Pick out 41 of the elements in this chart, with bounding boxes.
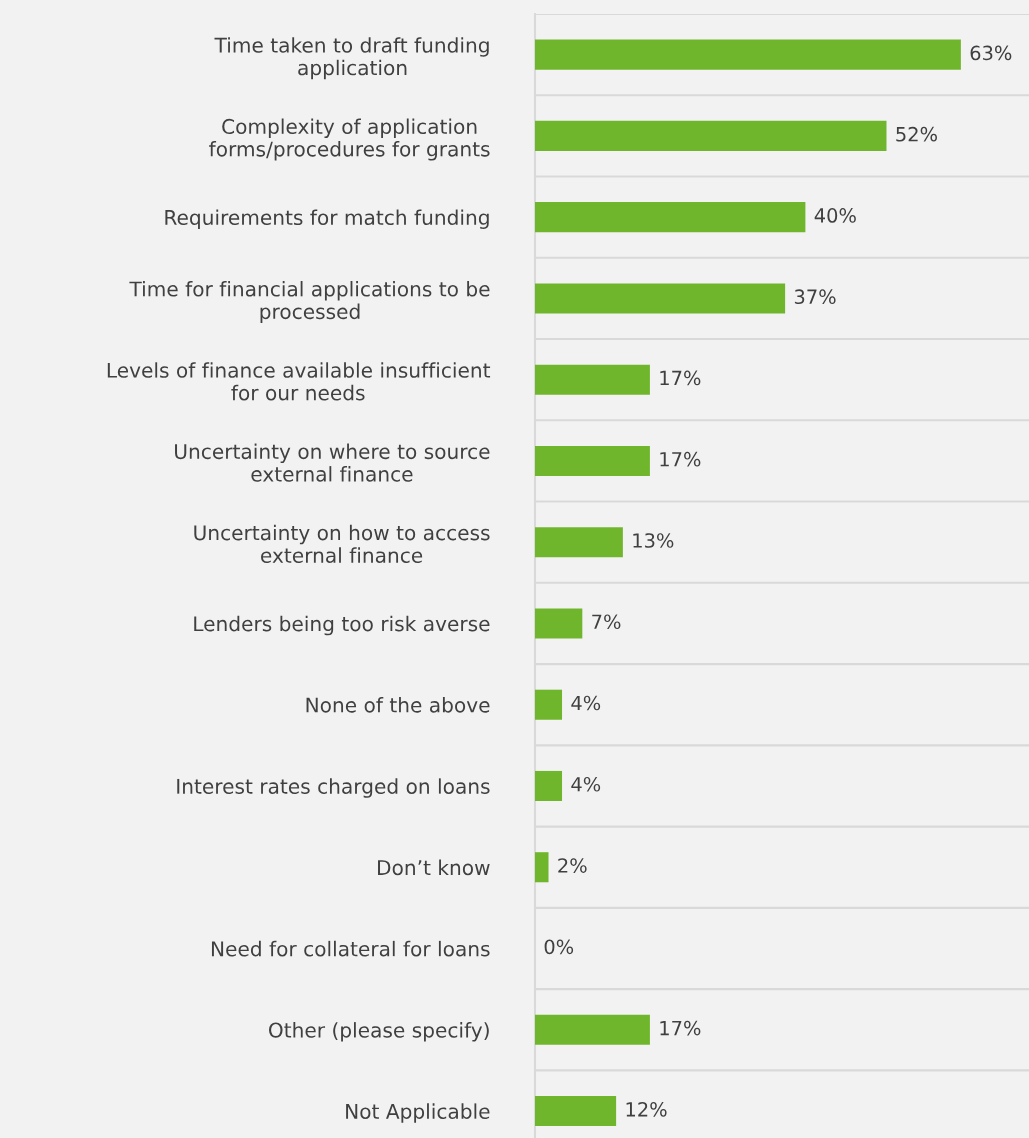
data-label: 7% <box>592 614 621 630</box>
y-tick-label: Complexity of application forms/procedures for grants <box>209 118 490 161</box>
bar <box>535 1014 650 1045</box>
bar <box>535 364 650 395</box>
y-tick-label: Don’t know <box>378 859 490 876</box>
y-tick-label: Requirements for match funding <box>165 209 489 229</box>
bar <box>535 39 961 70</box>
y-tick-label: Interest rates charged on loans <box>177 778 490 798</box>
bar <box>535 689 563 720</box>
y-tick-label: Other (please specify) <box>269 1022 489 1042</box>
y-tick-label: None of the above <box>306 697 490 713</box>
y-tick-label: Need for collateral for loans <box>211 940 490 957</box>
y-tick-label: Lenders being too risk averse <box>194 615 490 636</box>
y-tick-label: Time taken to draft funding application <box>214 37 489 80</box>
data-label: 0% <box>544 939 574 955</box>
bar <box>535 527 623 558</box>
bar <box>535 120 887 151</box>
data-label: 12% <box>626 1101 667 1117</box>
bar <box>535 608 583 639</box>
y-tick-label: Time for financial applications to be processed <box>129 281 490 324</box>
bar <box>535 1095 617 1127</box>
data-label: 4% <box>571 776 601 792</box>
data-label: 13% <box>633 533 674 548</box>
bar <box>535 445 650 476</box>
data-label: 17% <box>660 1020 701 1036</box>
bar <box>535 852 549 883</box>
y-tick-label: Uncertainty on how to access external finance <box>194 524 490 563</box>
data-label: 2% <box>558 858 587 873</box>
bar <box>535 770 563 802</box>
y-tick-label: Not Applicable <box>346 1103 490 1123</box>
data-label: 37% <box>794 289 836 305</box>
y-tick-label: Levels of finance available insufficient for our needs <box>107 362 491 401</box>
data-label: 4% <box>571 695 601 711</box>
bar <box>535 202 806 233</box>
data-label: 17% <box>660 451 701 467</box>
data-label: 17% <box>660 370 701 386</box>
data-label: 52% <box>896 126 937 142</box>
bar <box>535 283 786 314</box>
data-label: 63% <box>970 45 1012 61</box>
data-label: 40% <box>814 208 856 223</box>
y-tick-label: Uncertainty on where to source external finance <box>175 443 490 482</box>
